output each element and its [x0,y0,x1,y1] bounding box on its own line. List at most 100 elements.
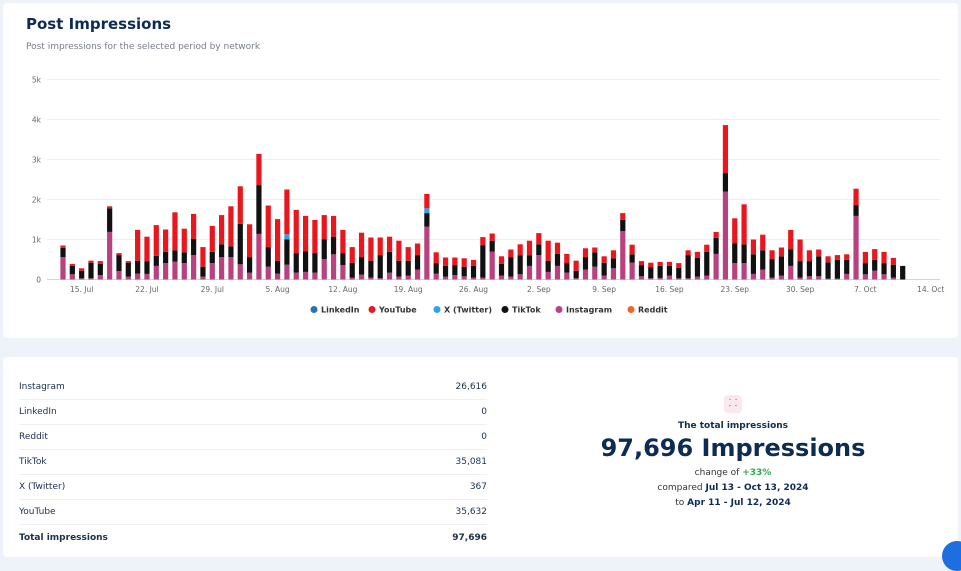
bar-youtube [666,261,673,266]
bar-tiktok [209,251,215,264]
bar-tiktok [872,259,878,271]
bar-tiktok [582,257,589,270]
network-name: LinkedIn [19,407,57,417]
network-name: Reddit [19,432,48,442]
bar-instagram [237,264,243,280]
bar-instagram [760,269,766,280]
bar-youtube [760,234,766,251]
bar-instagram [573,278,579,280]
bar-instagram [797,277,803,280]
bar-tiktok [228,246,234,258]
bar-tiktok [816,256,822,277]
chat-widget-button[interactable] [942,541,961,571]
legend-item[interactable]: Reddit [638,306,668,315]
legend-item[interactable]: X (Twitter) [444,306,492,315]
y-tick-label: 2k [32,196,42,205]
bar-instagram [256,233,262,280]
bar-tiktok [330,236,337,255]
bar-tiktok [424,213,430,227]
bar-youtube [88,260,94,263]
bar-tiktok [629,254,635,263]
bar-tiktok [760,250,766,270]
bar-youtube [741,204,747,245]
bar-instagram [461,276,467,280]
x-tick-label: 22. Jul [135,285,158,294]
bar-youtube [564,253,570,264]
bar-instagram [508,276,514,280]
table-row: X (Twitter) 367 [19,474,487,500]
bar-tiktok [862,263,868,275]
bar-youtube [349,247,355,263]
bar-youtube [461,258,467,267]
bar-youtube [79,268,85,271]
legend-item[interactable]: TikTok [512,306,541,315]
bar-instagram [452,275,458,280]
page-subtitle: Post impressions for the selected period… [26,42,261,52]
bar-tiktok [153,255,159,266]
bar-instagram [592,266,598,280]
bar-youtube [610,250,617,259]
total-value: 97,696 [452,533,487,543]
bar-instagram [480,277,486,280]
bar-tiktok [732,243,738,264]
bar-youtube [274,219,281,261]
bar-instagram [844,273,850,280]
y-tick-label: 3k [32,156,42,165]
bar-tiktok [620,219,626,232]
bar-instagram [881,274,887,280]
to-prefix: to [675,498,685,508]
bar-youtube [265,205,271,248]
bar-tiktok [368,260,374,278]
bar-tiktok [890,264,896,278]
bar-instagram [414,269,421,280]
bar-youtube [657,261,663,266]
bar-youtube [452,257,458,266]
bar-tiktok [573,270,579,279]
bar-instagram [470,277,477,280]
bar-tiktok [900,265,906,280]
bar-instagram [498,275,505,280]
bar-instagram [610,268,617,280]
table-row: LinkedIn 0 [19,399,487,425]
bar-tiktok [741,244,747,264]
bar-youtube [191,213,197,239]
bar-tiktok [517,255,523,275]
bar-tiktok [181,252,187,264]
bar-instagram [862,274,868,280]
bar-youtube [135,229,141,261]
bar-tiktok [610,258,617,269]
bar-instagram [601,275,607,280]
bar-youtube [330,215,337,237]
bar-youtube [69,263,75,266]
bar-tiktok [704,251,710,276]
legend-item[interactable]: LinkedIn [321,306,360,315]
bar-instagram [293,272,299,280]
bar-tiktok [750,254,757,274]
legend-item[interactable]: Instagram [566,306,612,315]
bar-youtube [620,213,626,220]
bar-x-twitter [284,234,290,240]
bar-youtube [302,215,309,252]
legend-marker-tiktok [501,306,509,313]
bar-instagram [153,265,159,280]
network-value: 35,632 [455,507,488,517]
bar-instagram [694,276,701,280]
bar-instagram [349,277,355,280]
bar-youtube [312,219,318,254]
bar-instagram [274,273,281,280]
legend-marker-x-twitter [433,306,441,313]
bar-youtube [694,251,701,258]
y-tick-label: 1k [32,236,42,245]
bar-youtube [247,224,253,258]
bar-youtube [816,249,822,257]
bar-tiktok [172,250,178,262]
bar-youtube [442,257,449,266]
bar-youtube [806,250,812,262]
bar-instagram [135,273,141,280]
bar-youtube [340,229,346,254]
bar-youtube [97,261,103,264]
bar-instagram [741,263,747,280]
network-value: 0 [481,432,487,442]
legend-item[interactable]: YouTube [378,306,417,315]
bar-tiktok [853,205,859,216]
